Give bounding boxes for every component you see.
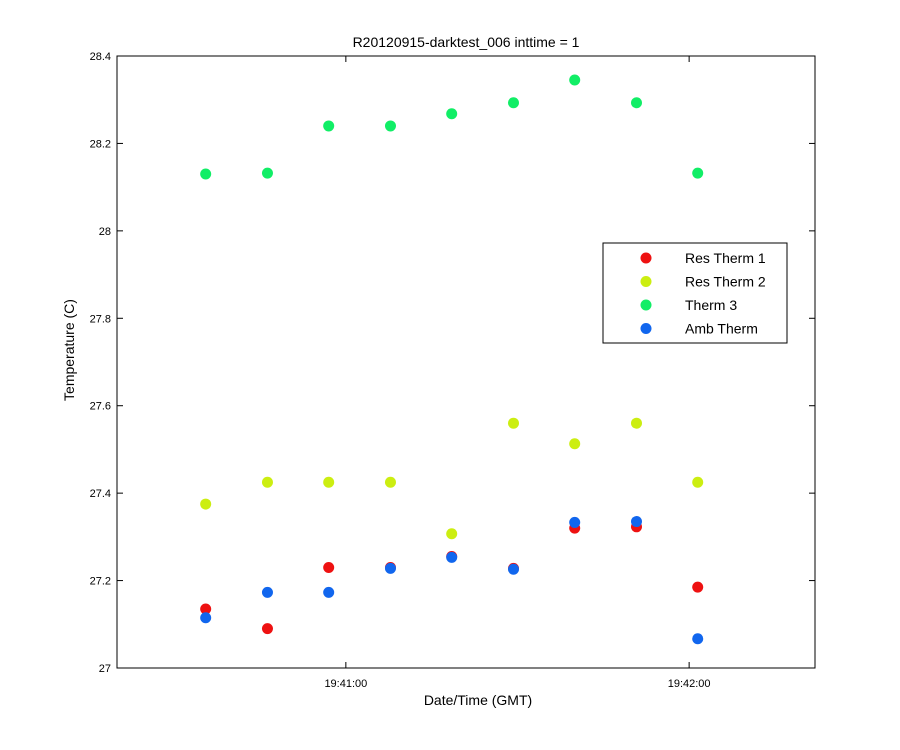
y-tick-label: 27.8 (90, 313, 111, 325)
data-point (200, 168, 212, 180)
data-point (261, 623, 273, 635)
data-point (569, 438, 581, 450)
legend-label: Therm 3 (685, 297, 737, 313)
data-point (630, 417, 642, 429)
data-point (692, 167, 704, 179)
plot-area-frame (116, 55, 816, 669)
data-point (630, 516, 642, 528)
x-axis-label: Date/Time (GMT) (424, 692, 532, 708)
x-tick-label: 19:42:00 (668, 678, 711, 690)
data-point (200, 498, 212, 510)
legend-marker (640, 299, 652, 311)
data-point (261, 586, 273, 598)
y-tick-label: 27.6 (90, 401, 111, 413)
y-tick-label: 27.4 (90, 488, 111, 500)
data-point (323, 476, 335, 488)
data-point (630, 97, 642, 109)
data-point (692, 633, 704, 645)
data-point (261, 476, 273, 488)
legend-box (602, 242, 788, 344)
axis-ticks: 27 27.2 27.4 27.6 27.8 28 28.2 28.4 19:41:00 19:4… (90, 51, 815, 690)
x-tick-label: 19:41:00 (324, 678, 367, 690)
legend: Res Therm 1 Res Therm 2 Therm 3 Amb Therm (602, 242, 788, 344)
legend-label: Res Therm 1 (685, 250, 766, 266)
legend-marker (640, 276, 652, 287)
data-point (692, 581, 704, 593)
data-point (692, 476, 704, 488)
y-tick-label: 27 (99, 663, 111, 675)
data-point (323, 561, 335, 573)
data-point (569, 74, 581, 86)
data-point (446, 528, 458, 540)
y-tick-label: 28.2 (90, 138, 111, 150)
data-points (200, 74, 704, 645)
data-point (323, 586, 335, 598)
data-point (507, 97, 519, 109)
legend-label: Amb Therm (685, 321, 758, 337)
y-tick-label: 27.2 (90, 576, 111, 588)
data-point (200, 603, 212, 615)
chart-title: R20120915-darktest_006 inttime = 1 (353, 34, 580, 50)
data-point (261, 167, 273, 179)
legend-label: Res Therm 2 (685, 274, 766, 290)
data-point (384, 476, 396, 488)
data-point (200, 612, 212, 624)
data-point (384, 120, 396, 132)
legend-marker (640, 323, 652, 334)
data-point (323, 120, 335, 132)
data-point (446, 108, 458, 120)
y-tick-label: 28 (99, 226, 111, 238)
y-axis-label: Temperature (C) (61, 299, 77, 401)
data-point (384, 562, 396, 574)
data-point (507, 417, 519, 429)
data-point (446, 551, 458, 563)
data-point (507, 563, 519, 575)
y-tick-label: 28.4 (90, 51, 111, 63)
legend-marker (640, 252, 652, 264)
data-point (569, 516, 581, 528)
